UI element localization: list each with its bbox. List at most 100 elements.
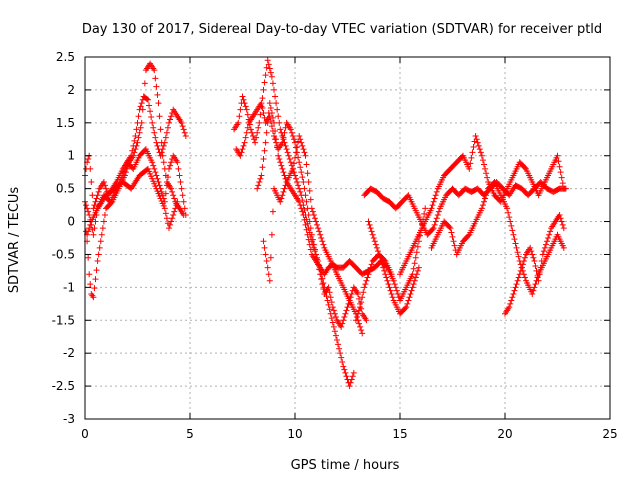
data-point-plus (384, 277, 391, 284)
data-point-plus (468, 154, 475, 161)
data-point-plus (535, 277, 542, 284)
data-point-plus (521, 254, 528, 261)
data-point-plus (317, 231, 324, 238)
data-point-plus (560, 225, 567, 232)
data-point-plus (413, 249, 420, 256)
data-point-plus (119, 172, 126, 179)
series-track-j (397, 132, 567, 278)
data-point-plus (93, 195, 100, 202)
data-point-plus (163, 215, 170, 222)
y-tick-label: 2 (67, 83, 75, 97)
data-point-plus (433, 215, 440, 222)
data-point-plus (507, 218, 514, 225)
data-point-plus (342, 310, 349, 317)
y-tick-label: 0.5 (56, 182, 75, 196)
data-point-plus (292, 172, 298, 179)
data-point-plus (162, 210, 169, 217)
data-point-plus (261, 79, 268, 86)
data-point-plus (542, 241, 549, 248)
data-point-plus (527, 244, 534, 251)
data-point-plus (91, 285, 98, 292)
data-point-plus (332, 332, 339, 339)
x-tick-label: 15 (392, 427, 407, 441)
data-point-plus (282, 182, 289, 189)
data-point-plus (362, 281, 369, 288)
data-point-plus (476, 146, 483, 153)
data-point-plus (264, 119, 271, 126)
data-point-plus (296, 198, 303, 205)
data-point-plus (555, 158, 562, 165)
data-point-plus (364, 274, 371, 281)
data-point-plus (260, 238, 267, 245)
data-point-plus (257, 111, 264, 118)
data-point-plus (368, 228, 375, 235)
data-point-plus (166, 225, 172, 232)
data-point-plus (467, 160, 474, 167)
data-point-plus (348, 376, 355, 383)
data-point-plus (281, 129, 288, 136)
data-point-plus (256, 179, 263, 186)
data-point-plus (279, 165, 286, 172)
data-point-plus (174, 198, 181, 205)
data-point-plus (532, 262, 539, 269)
data-point-plus (299, 208, 306, 215)
data-point-plus (179, 123, 186, 130)
data-point-plus (244, 124, 251, 131)
data-point-plus (154, 91, 161, 98)
data-point-plus (255, 124, 262, 131)
data-point-plus (307, 246, 314, 253)
y-tick-label: -2 (63, 346, 75, 360)
data-point-plus (363, 277, 370, 284)
data-point-plus (298, 205, 305, 212)
data-point-plus (546, 231, 553, 238)
data-point-plus (282, 142, 289, 149)
data-point-plus (554, 152, 561, 159)
data-point-plus (481, 198, 487, 205)
data-point-plus (478, 205, 485, 212)
data-point-plus (268, 231, 275, 238)
data-point-plus (409, 284, 416, 291)
data-point-plus (540, 248, 547, 255)
data-point-plus (510, 231, 517, 238)
data-point-plus (429, 226, 436, 233)
data-point-plus (306, 218, 313, 225)
data-point-plus (367, 264, 374, 271)
data-point-plus (410, 281, 417, 288)
data-point-plus (168, 185, 175, 192)
data-point-plus (469, 149, 476, 156)
data-point-plus (449, 233, 456, 240)
data-point-plus (465, 232, 472, 239)
data-point-plus (87, 281, 94, 288)
data-point-plus (138, 119, 145, 126)
x-axis-ticks: 0 5 10 15 20 25 (81, 57, 618, 441)
data-point-plus (373, 244, 380, 251)
data-point-plus (137, 103, 144, 110)
data-point-plus (163, 182, 170, 189)
data-point-plus (357, 304, 364, 311)
data-point-plus (422, 205, 429, 212)
data-point-plus (277, 159, 284, 166)
data-point-plus (349, 373, 356, 380)
data-point-plus (353, 313, 360, 320)
data-point-plus (305, 236, 312, 243)
data-point-plus (92, 276, 99, 283)
data-point-plus (326, 289, 333, 296)
data-point-plus (93, 267, 100, 274)
data-point-plus (339, 358, 346, 365)
data-point-plus (296, 159, 303, 166)
data-point-plus (369, 231, 376, 238)
data-point-plus (292, 139, 298, 146)
data-point-plus (390, 277, 397, 284)
data-point-plus (319, 238, 326, 245)
series-track-l (502, 211, 567, 317)
x-tick-label: 5 (186, 427, 194, 441)
data-point-plus (92, 198, 99, 205)
data-point-plus (237, 106, 244, 113)
data-point-plus (559, 221, 566, 228)
data-point-plus (280, 134, 287, 141)
data-point-plus (434, 211, 441, 218)
data-point-plus (138, 100, 145, 107)
data-point-plus (294, 179, 301, 186)
data-point-plus (411, 260, 418, 267)
